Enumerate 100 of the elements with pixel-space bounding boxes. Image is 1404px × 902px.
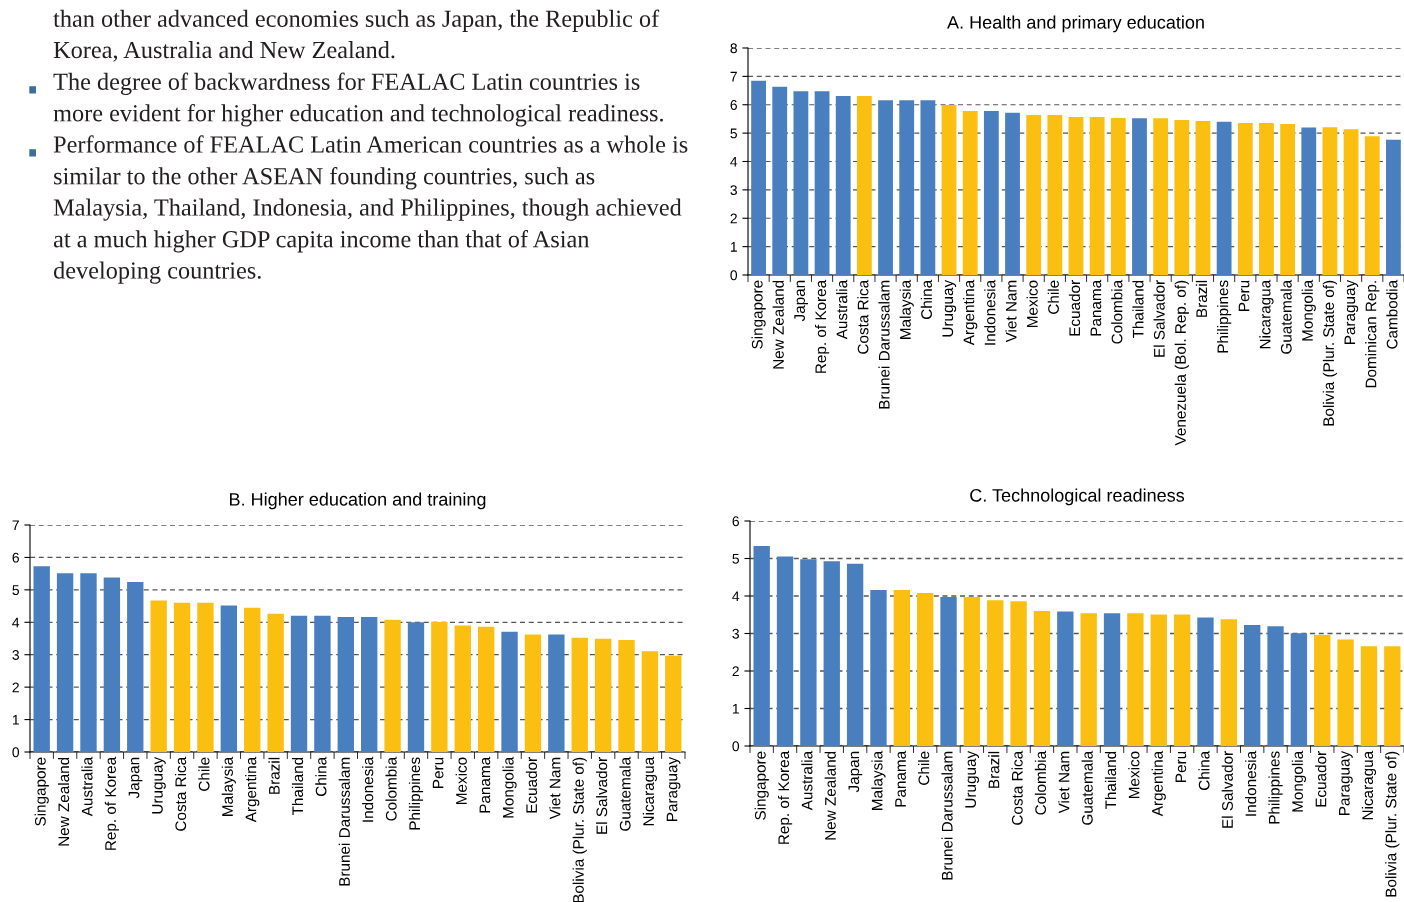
chart-title: B. Higher education and training [230,492,486,510]
bar [856,95,872,275]
bar [1068,116,1084,275]
bar [548,634,565,752]
bar [361,617,378,752]
x-tick-label: Thailand [1104,751,1117,810]
bar [1314,635,1331,746]
x-tick-label: Bolivia (Plur. State of) [1385,751,1400,897]
x-tick-label: Viet Nam [1005,280,1017,343]
bar [477,626,495,752]
bar [814,91,830,275]
bar [823,561,840,746]
bar [1047,114,1063,275]
bar [1386,139,1401,275]
x-tick-label: Paraguay [666,756,681,821]
x-tick-label: Brunei Darussalam [338,757,350,886]
x-tick-label: Colombia [1111,279,1123,344]
bar [1384,646,1401,746]
bar [870,590,887,746]
bar [1005,112,1020,275]
bar [431,621,448,752]
bar [1195,120,1211,275]
bar [940,597,957,746]
y-tick-label: 5 [12,585,19,596]
x-tick-label: China [1198,750,1210,790]
bar [846,563,864,746]
bar [571,637,588,752]
bar [1153,118,1169,275]
y-tick-label: 6 [730,100,737,110]
x-tick-label: Japan [794,280,809,322]
x-tick-label: New Zealand [57,757,70,846]
bar [1173,614,1191,746]
x-tick-label: Argentina [963,279,978,346]
y-tick-label: 3 [732,628,739,639]
x-tick-label: Guatemala [1280,279,1292,354]
bar [56,573,74,752]
bar [983,110,999,275]
x-tick-label: Costa Rica [1011,750,1023,825]
bar [267,613,284,752]
bar [1057,611,1074,746]
x-tick-label: El Salvador [1221,751,1233,828]
y-tick-label: 3 [730,185,737,196]
bar [150,600,167,752]
x-tick-label: Rep. of Korea [777,750,793,844]
x-tick-label: Malaysia [899,279,914,339]
bar [1343,129,1359,275]
x-tick-label: Costa Rica [857,279,869,354]
x-tick-label: Venezuela (Bol. Rep. of) [1174,280,1189,446]
x-tick-label: Singapore [751,280,766,349]
chart-title: A. Health and primary education [947,15,1204,33]
y-tick-label: 1 [732,703,739,714]
x-tick-label: Panama [1090,279,1102,336]
x-tick-label: Nicaragua [1361,750,1377,820]
x-tick-label: Guatemala [619,756,631,831]
bar [641,651,659,752]
bar [1220,619,1237,746]
bar [772,86,788,275]
x-tick-label: Brunei Darussalam [878,280,890,409]
y-tick-label: 0 [12,747,20,758]
bar [1280,124,1296,275]
text: The degree of backwardness for FEALAC Latin countries is more evident for higher education and technological readiness. [53,72,663,127]
x-tick-label: China [315,756,327,796]
y-tick-label: 7 [12,520,19,531]
bar [1244,624,1261,746]
bar [103,577,121,752]
x-tick-label: Cambodia [1386,279,1398,349]
bar [501,631,518,752]
chart-title: C. Technological readiness [970,488,1185,506]
bar [1322,127,1338,275]
x-tick-label: El Salvador [1153,280,1165,357]
bar [1267,626,1284,746]
x-tick-label: Viet Nam [1058,751,1070,814]
bar [753,546,770,746]
x-tick-label: Brazil [268,757,280,794]
bar [290,615,308,752]
x-tick-label: Chile [918,751,930,785]
x-tick-label: Singapore [34,757,49,826]
x-tick-label: Philippines [1217,280,1232,353]
x-tick-label: Malaysia [221,756,236,816]
x-tick-label: New Zealand [772,280,784,369]
bar [665,655,682,752]
bar [1089,116,1105,275]
y-tick-label: 7 [730,71,737,82]
x-tick-label: Bolivia (Plur. State of) [1322,280,1338,426]
bar [899,100,915,275]
x-tick-label: Guatemala [1081,750,1093,825]
y-tick-label: 4 [732,591,740,602]
bar [127,582,144,752]
x-tick-label: Peru [1238,280,1250,311]
bar [835,95,851,275]
x-tick-label: Mongolia [1291,750,1307,812]
bar [751,80,766,275]
bar [314,615,331,752]
x-tick-label: Peru [432,757,444,788]
bar [618,640,635,752]
bar [920,100,936,275]
x-tick-label: Thailand [291,757,304,816]
bar [793,91,809,275]
bar [1010,601,1027,746]
x-tick-label: Paraguay [1344,279,1359,344]
